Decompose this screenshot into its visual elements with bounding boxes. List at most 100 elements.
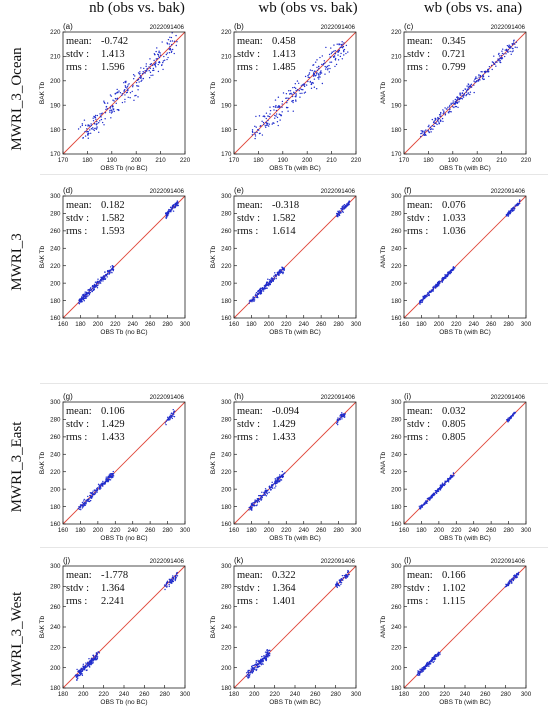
data-point xyxy=(110,271,112,273)
data-point xyxy=(105,108,107,111)
y-tick-label: 280 xyxy=(50,417,61,424)
y-tick-label: 300 xyxy=(391,563,402,570)
data-point xyxy=(341,47,344,49)
y-axis-label: ANA Tb xyxy=(380,245,387,268)
stat-label: rms : xyxy=(407,596,428,607)
data-point xyxy=(81,669,83,671)
data-point xyxy=(281,266,284,269)
data-point xyxy=(290,92,292,95)
x-tick-label: 240 xyxy=(128,527,139,534)
data-point xyxy=(255,663,257,666)
data-point xyxy=(439,484,442,486)
data-point xyxy=(149,67,152,70)
scatter-panel-k: 180 200 220 240 260 280 3001802002202402602803… xyxy=(210,556,362,706)
data-point xyxy=(292,101,294,104)
data-point xyxy=(450,476,453,478)
data-point xyxy=(508,44,510,46)
scatter-panel-d: 160 180 200 220 240 260 280 3001601802002202402… xyxy=(39,186,191,336)
data-point xyxy=(429,498,432,500)
data-point xyxy=(442,109,444,111)
data-point xyxy=(473,91,475,94)
data-point xyxy=(167,211,170,214)
column-title-wb-obs-bak: wb (obs vs. bak) xyxy=(258,0,358,16)
column-title-wb-obs-ana: wb (obs vs. ana) xyxy=(423,0,523,16)
data-point xyxy=(291,93,293,96)
data-point xyxy=(132,86,134,88)
data-point xyxy=(76,678,78,681)
data-point xyxy=(261,491,263,493)
data-point xyxy=(265,653,267,655)
data-point xyxy=(110,112,113,114)
y-tick-label: 240 xyxy=(221,451,232,458)
y-tick-label: 160 xyxy=(50,521,61,528)
data-point xyxy=(100,118,103,121)
data-point xyxy=(510,416,513,419)
x-tick-label: 260 xyxy=(145,321,156,328)
x-tick-label: 280 xyxy=(162,321,173,328)
data-point xyxy=(499,60,501,62)
data-point xyxy=(255,291,258,294)
data-point xyxy=(292,86,294,89)
data-point xyxy=(77,675,79,677)
data-point xyxy=(173,413,175,415)
plot-frame xyxy=(62,401,186,525)
data-point xyxy=(449,104,451,107)
scatter-panel-e: 160 180 200 220 240 260 280 3001601802002202402… xyxy=(210,186,362,336)
data-point xyxy=(268,282,271,285)
data-point xyxy=(335,63,338,66)
data-point xyxy=(300,88,303,91)
data-point xyxy=(338,213,340,215)
data-point xyxy=(77,128,80,130)
data-point xyxy=(265,284,267,287)
data-point xyxy=(268,123,271,125)
data-point xyxy=(439,120,442,122)
data-point xyxy=(299,92,301,95)
data-point xyxy=(97,122,100,124)
data-point xyxy=(476,77,478,79)
stat-label: mean: xyxy=(407,406,433,417)
data-point xyxy=(96,120,98,123)
data-point xyxy=(248,676,251,678)
data-point xyxy=(271,484,274,486)
stat-value: 1.582 xyxy=(101,213,125,224)
data-point xyxy=(508,210,510,212)
x-tick-label: 220 xyxy=(440,691,451,698)
data-point xyxy=(417,670,420,673)
data-point xyxy=(452,106,454,108)
data-point xyxy=(139,74,142,77)
data-point xyxy=(336,215,339,217)
panel-label: (g) xyxy=(63,392,73,401)
data-point xyxy=(100,113,103,115)
data-point xyxy=(259,292,261,294)
data-point xyxy=(78,303,81,305)
stat-value: 1.364 xyxy=(101,583,125,594)
data-point xyxy=(498,52,500,55)
data-point xyxy=(168,43,170,45)
data-point xyxy=(336,423,339,426)
stat-label: rms : xyxy=(237,596,258,607)
x-axis-label: OBS Tb (no BC) xyxy=(100,699,147,706)
data-point xyxy=(80,505,82,508)
data-point xyxy=(268,491,270,494)
data-point xyxy=(336,212,338,215)
data-point xyxy=(259,287,262,290)
data-point xyxy=(102,483,104,486)
stat-value: 1.596 xyxy=(101,62,125,73)
data-point xyxy=(435,286,437,288)
stat-label: mean: xyxy=(66,570,92,581)
data-point xyxy=(90,663,93,665)
data-point xyxy=(467,89,469,91)
data-point xyxy=(174,574,176,577)
data-point xyxy=(438,123,440,125)
data-point xyxy=(508,581,510,583)
data-point xyxy=(280,268,282,271)
data-point xyxy=(102,485,104,487)
data-point xyxy=(163,584,166,586)
data-point xyxy=(108,476,111,479)
data-point xyxy=(98,282,100,285)
data-point xyxy=(272,105,275,108)
data-point xyxy=(123,89,125,92)
data-point xyxy=(83,498,85,501)
data-point xyxy=(432,290,434,292)
stat-value: 0.166 xyxy=(442,570,466,581)
